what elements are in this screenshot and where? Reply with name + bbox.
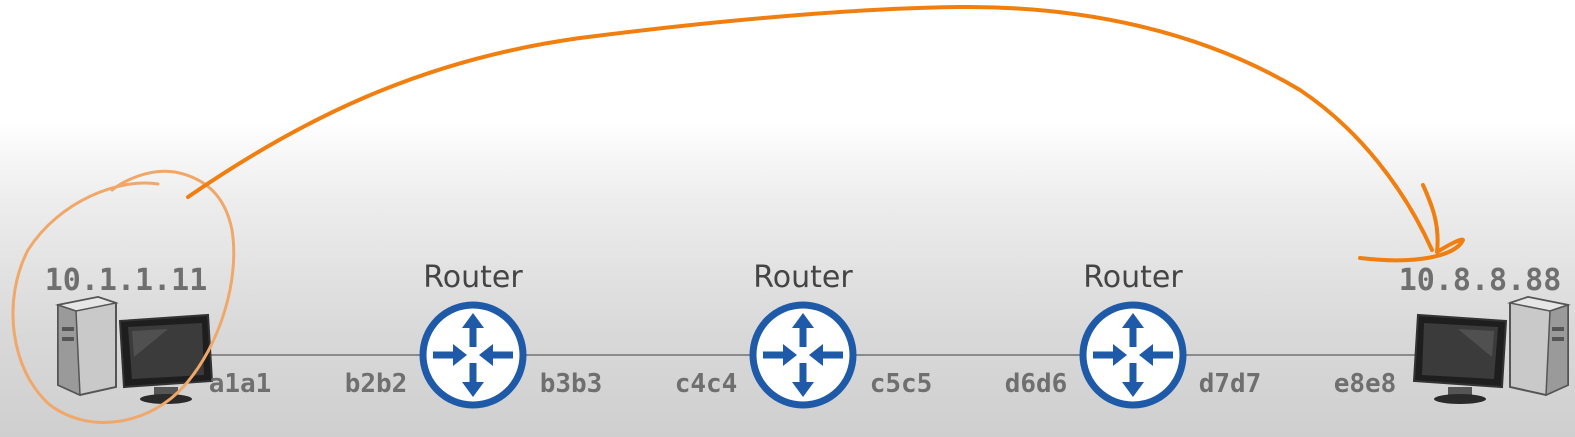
annotation-arrow-head [1358,183,1465,263]
host-left: 10.1.1.11 a1a1 [45,263,272,405]
host-right-ip: 10.8.8.88 [1399,263,1562,298]
router-icon [423,305,523,405]
router-3-right-mac: d7d7 [1199,369,1262,399]
router-2: Router c4c4 c5c5 [675,260,933,405]
router-2-left-mac: c4c4 [675,369,738,399]
computer-icon [1413,296,1569,405]
router-3-label: Router [1083,260,1183,295]
router-1-label: Router [423,260,523,295]
router-1-right-mac: b3b3 [540,369,603,399]
router-1-left-mac: b2b2 [345,369,408,399]
router-icon [1083,305,1183,405]
router-icon [753,305,853,405]
router-1: Router b2b2 b3b3 [345,260,603,405]
router-3-left-mac: d6d6 [1005,369,1068,399]
host-right-mac: e8e8 [1334,369,1397,399]
host-right: 10.8.8.88 e8e8 [1334,263,1569,405]
annotation-circle [11,169,236,424]
annotation-arrow-arc [186,4,1434,252]
host-left-ip: 10.1.1.11 [45,263,208,298]
router-2-label: Router [753,260,853,295]
computer-icon [57,296,213,405]
host-left-mac: a1a1 [209,369,272,399]
router-2-right-mac: c5c5 [870,369,933,399]
router-3: Router d6d6 d7d7 [1005,260,1262,405]
